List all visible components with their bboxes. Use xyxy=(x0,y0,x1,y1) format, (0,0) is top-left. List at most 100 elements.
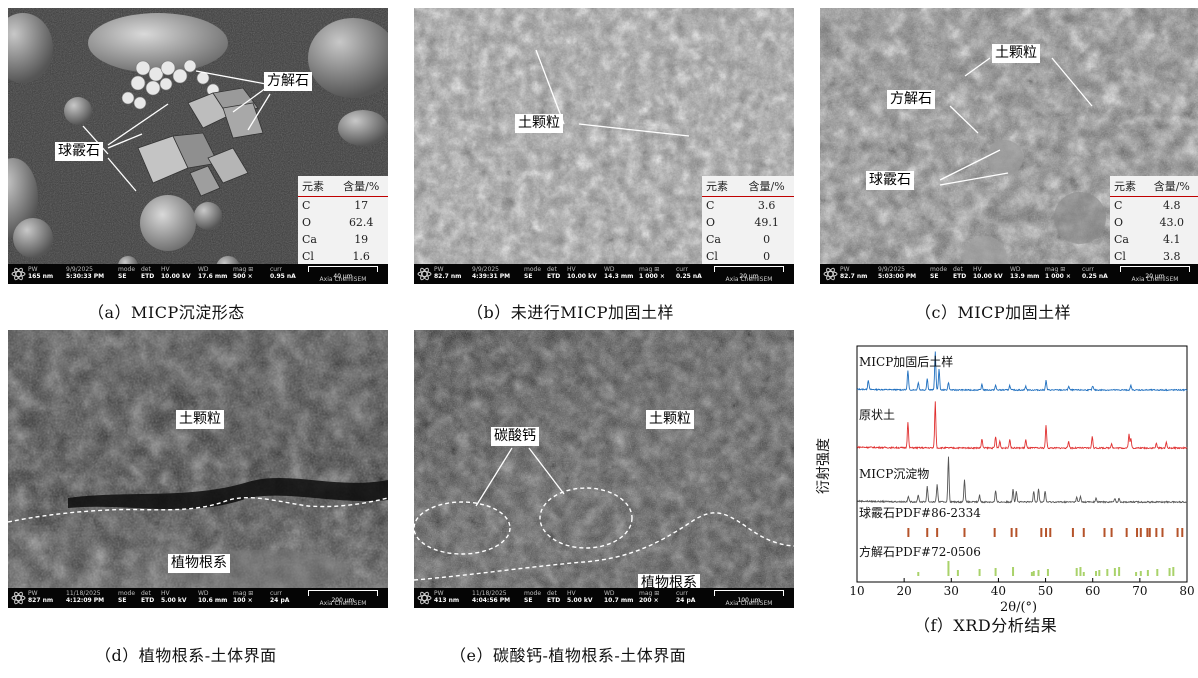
eds-element: C xyxy=(302,199,311,212)
meta-det: det ETD xyxy=(141,266,155,280)
pdf-reference-stick xyxy=(1135,572,1138,576)
y-axis-label: 衍射强度 xyxy=(816,438,832,494)
meta-curr: curr 0.25 nA xyxy=(676,266,702,280)
scale-bar: 40 μm xyxy=(308,266,378,280)
meta-mag: mag ⊞ 1 000 × xyxy=(639,266,665,280)
pdf-reference-stick xyxy=(1155,528,1158,537)
meta-mag: mag ⊞ 500 × xyxy=(233,266,254,280)
pdf-reference-stick xyxy=(1136,528,1139,537)
eds-value: 49.1 xyxy=(754,216,779,229)
meta-mag: mag ⊞ 200 × xyxy=(639,590,660,604)
meta-datetime: 9/9/2025 5:30:33 PM xyxy=(66,266,105,280)
pdf-reference-stick xyxy=(1168,568,1171,576)
x-tick-label: 10 xyxy=(849,584,865,598)
eds-value: 0 xyxy=(739,248,794,266)
pdf-reference-stick xyxy=(978,569,981,576)
caption-c: （c）MICP加固土样 xyxy=(915,303,1072,322)
pdf-reference-stick xyxy=(1148,528,1151,537)
pdf-reference-stick xyxy=(1046,569,1049,576)
pdf-reference-stick xyxy=(1045,528,1048,537)
xrd-trace xyxy=(856,351,1188,392)
meta-wd: WD 10.7 mm xyxy=(604,590,634,604)
sem-panel-c: 土颗粒 方解石 球霰石 元素 含量/% C 4.8 O 43.0 Ca 4.1 Cl 3.… xyxy=(820,8,1198,284)
sem-metadata-bar: PW 827 nm 11/18/2025 4:12:09 PM mode SE det ETD… xyxy=(8,588,388,608)
meta-pw: PW 827 nm xyxy=(28,590,54,604)
eds-table: 元素 含量/% C 3.6 O 49.1 Ca 0 Cl 0 xyxy=(702,176,794,266)
eds-value: 3.6 xyxy=(757,199,776,212)
eds-value: 3.8 xyxy=(1145,248,1198,266)
sem-panel-d: 土颗粒 植物根系 PW 827 nm 11/18/2025 4:12:09 PM mod… xyxy=(8,330,388,608)
meta-brand: Axia ChemiSEM xyxy=(725,600,773,607)
meta-datetime: 9/9/2025 5:03:00 PM xyxy=(878,266,917,280)
x-tick-label: 60 xyxy=(1085,584,1101,598)
pdf-reference-stick xyxy=(1113,568,1116,576)
scale-bar: 20 μm xyxy=(714,266,784,280)
x-tick-label: 70 xyxy=(1132,584,1148,598)
eds-element: C xyxy=(706,199,715,212)
meta-det: det ETD xyxy=(547,590,561,604)
eds-table: 元素 含量/% C 17 O 62.4 Ca 19 Cl 1.6 xyxy=(298,176,388,266)
pdf-reference-stick xyxy=(1139,528,1142,537)
pdf-reference-stick xyxy=(947,561,950,576)
sem-metadata-bar: PW 82.7 nm 9/9/2025 5:03:00 PM mode SE det ETD H… xyxy=(820,264,1198,284)
pdf-reference-stick xyxy=(1075,568,1078,576)
meta-pw: PW 413 nm xyxy=(434,590,460,604)
pdf-reference-stick xyxy=(1071,528,1074,537)
eds-value: 0 xyxy=(763,233,771,246)
pdf-reference-stick xyxy=(994,568,997,576)
meta-hv: HV 10.00 kV xyxy=(567,266,597,280)
pdf-reference-stick xyxy=(993,528,996,537)
meta-hv: HV 5.00 kV xyxy=(161,590,187,604)
x-axis-label: 2θ/(°) xyxy=(1000,600,1038,615)
meta-curr: curr 0.95 nA xyxy=(270,266,296,280)
pdf-reference-stick xyxy=(1032,571,1035,576)
meta-mag: mag ⊞ 1 000 × xyxy=(1045,266,1071,280)
pdf-reference-stick xyxy=(963,528,966,537)
x-tick-label: 40 xyxy=(990,584,1007,598)
eds-head-percent: 含量/% xyxy=(1145,176,1198,197)
pdf-reference-stick xyxy=(1118,567,1121,576)
series-label: 球霰石PDF#86-2334 xyxy=(859,506,981,520)
caption-d: （d）植物根系-土体界面 xyxy=(95,646,277,665)
eds-element: Cl xyxy=(702,248,740,266)
label-vaterite: 球霰石 xyxy=(866,171,914,190)
pdf-reference-stick xyxy=(1049,528,1052,537)
pdf-reference-stick xyxy=(1181,528,1184,537)
eds-value: 4.1 xyxy=(1163,233,1181,246)
pdf-reference-stick xyxy=(1176,528,1179,537)
eds-element: C xyxy=(1114,199,1123,212)
meta-wd: WD 17.6 mm xyxy=(198,266,228,280)
pdf-reference-stick xyxy=(1012,567,1015,576)
sem-metadata-bar: PW 413 nm 11/18/2025 4:04:56 PM mode SE det ETD… xyxy=(414,588,794,608)
meta-mode: mode SE xyxy=(118,590,136,604)
series-label: MICP沉淀物 xyxy=(859,467,930,481)
xrd-plot xyxy=(856,345,1188,583)
eds-head-percent: 含量/% xyxy=(739,176,794,197)
pdf-reference-stick xyxy=(1139,571,1142,576)
pdf-reference-stick xyxy=(1146,528,1149,537)
eds-head-element: 元素 xyxy=(1110,176,1146,197)
series-label: MICP加固后土样 xyxy=(859,355,954,369)
label-calcite: 方解石 xyxy=(887,90,935,109)
pdf-reference-stick xyxy=(956,570,959,576)
pdf-reference-stick xyxy=(1095,571,1098,576)
label-plant-root: 植物根系 xyxy=(168,554,230,573)
meta-brand: Axia ChemiSEM xyxy=(319,276,367,283)
meta-pw: PW 165 nm xyxy=(28,266,54,280)
meta-brand: Axia ChemiSEM xyxy=(1131,276,1179,283)
eds-value: 43.0 xyxy=(1159,216,1185,229)
caption-b: （b）未进行MICP加固土样 xyxy=(467,303,674,322)
meta-wd: WD 10.6 mm xyxy=(198,590,228,604)
meta-mag: mag ⊞ 100 × xyxy=(233,590,254,604)
pdf-reference-stick xyxy=(1082,572,1085,576)
scale-bar: 100 μm xyxy=(714,590,784,604)
eds-value: 19 xyxy=(354,233,369,246)
meta-det: det ETD xyxy=(953,266,967,280)
instrument-logo-icon xyxy=(417,591,432,605)
pdf-reference-stick xyxy=(1079,567,1082,576)
x-tick-label: 20 xyxy=(896,584,912,598)
pdf-reference-stick xyxy=(1161,528,1164,537)
meta-datetime: 9/9/2025 4:39:31 PM xyxy=(472,266,511,280)
pdf-reference-stick xyxy=(1082,528,1085,537)
eds-value: 62.4 xyxy=(348,216,374,229)
